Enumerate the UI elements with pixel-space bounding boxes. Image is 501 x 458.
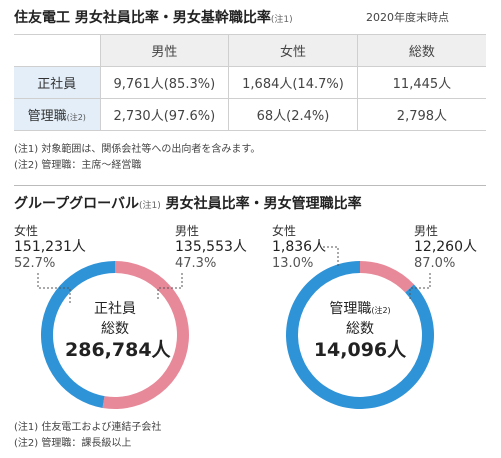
manager-donut-chart bbox=[286, 261, 434, 409]
donut-slice-female bbox=[360, 261, 414, 293]
chart1-male-pct: 47.3% bbox=[175, 256, 217, 271]
donut-slice-female bbox=[102, 261, 189, 409]
chart1-female-legend: 女性 151,231人 52.7% bbox=[14, 224, 86, 272]
ratio-table: 男性 女性 総数 正社員 9,761人(85.3%) 1,684人(14.7%)… bbox=[14, 34, 486, 131]
section2-note-2: (注2) 管理職：課長級以上 bbox=[14, 438, 132, 449]
column-header-female: 女性 bbox=[228, 34, 358, 67]
chart2-male-pct: 87.0% bbox=[414, 256, 456, 271]
chart1-center-title: 正社員 bbox=[94, 301, 136, 317]
chart2-female-label: 女性 bbox=[272, 224, 297, 238]
chart1-male-label: 男性 bbox=[175, 224, 200, 238]
chart1-female-label: 女性 bbox=[14, 224, 39, 238]
section2-title-note: (注1) bbox=[139, 201, 161, 211]
section2-title: グループグローバル(注1) 男女社員比率・男女管理職比率 bbox=[14, 193, 362, 213]
row-header-manager-note: (注2) bbox=[66, 113, 86, 122]
chart1-male-legend: 男性 135,553人 47.3% bbox=[175, 224, 247, 272]
chart1-center-label: 正社員 総数 286,784人 bbox=[65, 300, 171, 362]
chart1-center-total: 286,784人 bbox=[65, 339, 171, 361]
chart2-male-count: 12,260人 bbox=[414, 239, 477, 255]
chart2-female-pct: 13.0% bbox=[272, 256, 314, 271]
section1-title: 住友電工 男女社員比率・男女基幹職比率(注1) bbox=[14, 7, 293, 27]
section2-title-rest: 男女社員比率・男女管理職比率 bbox=[160, 196, 362, 212]
row-header-manager: 管理職(注2) bbox=[14, 98, 101, 131]
chart2-female-count: 1,836人 bbox=[272, 239, 327, 255]
section1-note-1: (注1) 対象範囲は、関係会社等への出向者を含みます。 bbox=[14, 144, 261, 155]
chart1-female-leader-line bbox=[37, 273, 71, 303]
chart2-center-title: 管理職 bbox=[329, 301, 372, 317]
cell-total: 11,445人 bbox=[356, 66, 486, 99]
chart1-male-leader-line bbox=[157, 273, 183, 300]
column-header-total: 総数 bbox=[356, 34, 486, 67]
row-header-regular: 正社員 bbox=[14, 66, 101, 99]
donut-slice-male bbox=[40, 261, 115, 408]
table-header-row: 男性 女性 総数 bbox=[14, 34, 486, 67]
table-corner bbox=[14, 34, 101, 67]
row-header-regular-label: 正社員 bbox=[37, 77, 77, 92]
chart1-center-sub: 総数 bbox=[101, 321, 129, 337]
cell-male: 2,730人(97.6%) bbox=[99, 98, 230, 131]
chart2-center-total: 14,096人 bbox=[313, 339, 407, 361]
chart1-male-count: 135,553人 bbox=[175, 239, 247, 255]
chart1-female-pct: 52.7% bbox=[14, 256, 56, 271]
cell-total: 2,798人 bbox=[356, 98, 486, 131]
row-header-manager-label: 管理職 bbox=[27, 109, 67, 124]
as-of-date: 2020年度末時点 bbox=[366, 11, 449, 24]
cell-female: 1,684人(14.7%) bbox=[228, 66, 358, 99]
chart2-center-note: (注2) bbox=[371, 306, 391, 315]
chart2-female-legend: 女性 1,836人 13.0% bbox=[272, 224, 326, 272]
regular-staff-donut-chart bbox=[40, 261, 189, 409]
section1-title-note: (注1) bbox=[270, 15, 293, 25]
column-header-male: 男性 bbox=[99, 34, 230, 67]
chart2-male-legend: 男性 12,260人 87.0% bbox=[414, 224, 477, 272]
chart2-center-sub: 総数 bbox=[346, 321, 374, 337]
section2-title-text: グループグローバル bbox=[14, 196, 140, 212]
section1-title-text: 住友電工 男女社員比率・男女基幹職比率 bbox=[14, 10, 271, 26]
section-divider bbox=[14, 185, 486, 186]
section1-note-2: (注2) 管理職：主席〜経営職 bbox=[14, 160, 142, 171]
chart2-male-label: 男性 bbox=[414, 224, 439, 238]
chart2-male-leader-line bbox=[409, 273, 431, 300]
chart2-female-leader-line bbox=[323, 246, 339, 268]
chart1-female-count: 151,231人 bbox=[14, 239, 86, 255]
cell-female: 68人(2.4%) bbox=[228, 98, 358, 131]
table-row: 管理職(注2) 2,730人(97.6%) 68人(2.4%) 2,798人 bbox=[14, 98, 486, 131]
section2-note-1: (注1) 住友電工および連結子会社 bbox=[14, 422, 162, 433]
chart2-center-label: 管理職(注2) 総数 14,096人 bbox=[305, 300, 415, 362]
